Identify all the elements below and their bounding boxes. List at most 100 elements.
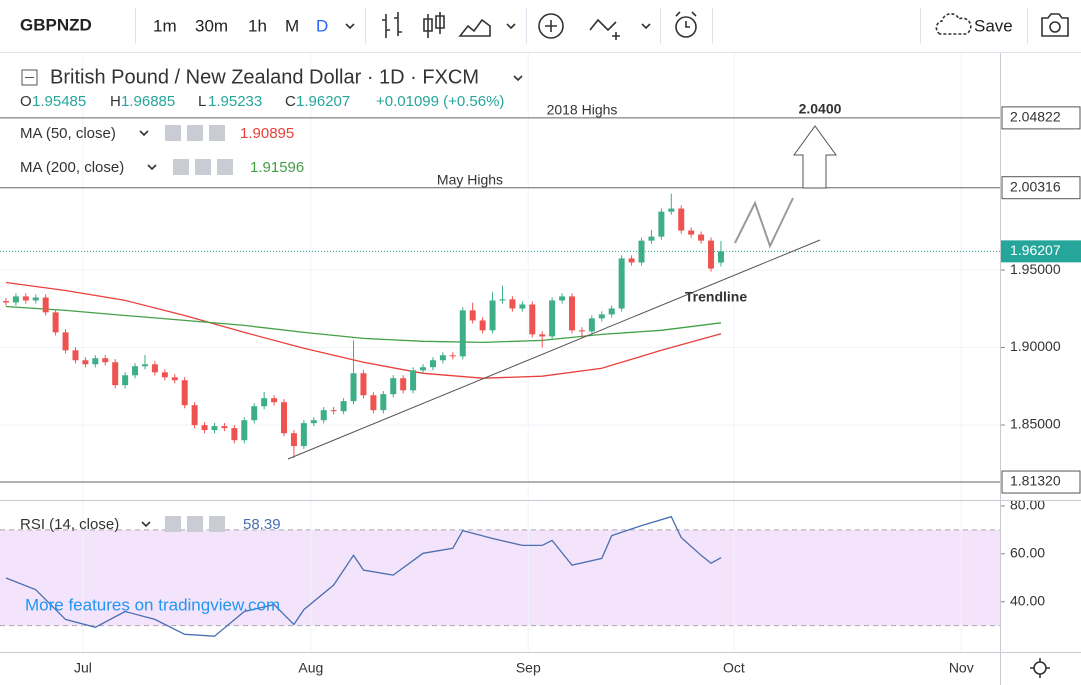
ohlc-letter: O xyxy=(20,93,32,110)
candle-body xyxy=(112,362,119,386)
remove-button[interactable] xyxy=(209,516,225,532)
candle-body xyxy=(350,373,357,402)
interval-button[interactable]: M xyxy=(285,16,299,35)
candle-body xyxy=(708,240,715,269)
collapse-button[interactable] xyxy=(21,69,38,86)
candle-body xyxy=(420,367,427,371)
settings-button[interactable] xyxy=(195,159,211,175)
candle-body xyxy=(439,355,446,361)
candle-body xyxy=(410,370,417,391)
dropdown-icon[interactable] xyxy=(506,23,516,30)
projection-zigzag xyxy=(734,197,794,249)
candle-body xyxy=(489,300,496,331)
candle-body xyxy=(102,358,109,363)
candle-body xyxy=(678,208,685,231)
interval-button[interactable]: 30m xyxy=(195,16,228,35)
candle-body xyxy=(479,320,486,331)
settings-gear[interactable] xyxy=(1033,661,1047,675)
candle-body xyxy=(400,378,407,391)
interval-button[interactable]: D xyxy=(316,16,328,35)
x-tick-label: Sep xyxy=(516,660,541,676)
candle-body xyxy=(151,364,158,373)
candle-body xyxy=(578,330,585,332)
remove-button[interactable] xyxy=(209,125,225,141)
candle-body xyxy=(668,208,675,212)
ohlc-legend: O 1.95485 H 1.96885 L 1.95233 C 1.96207 … xyxy=(20,93,504,110)
indicators-icon[interactable] xyxy=(589,18,620,40)
candle-body xyxy=(628,258,635,263)
candle-body xyxy=(310,420,317,424)
level-label: 2.00316 xyxy=(1010,178,1061,194)
series-line xyxy=(5,281,722,379)
settings-button[interactable] xyxy=(187,125,203,141)
candle-body xyxy=(529,304,536,335)
interval-button[interactable]: 1m xyxy=(153,16,177,35)
dropdown-icon[interactable] xyxy=(147,164,157,171)
candle-body xyxy=(429,360,436,368)
candle-body xyxy=(688,230,695,235)
y-tick-label: 1.85000 xyxy=(1010,416,1061,432)
candle-body xyxy=(618,258,625,309)
plot: Jul Aug Sep Oct Nov 1.95000 1.90000 1.85000 80.0… xyxy=(0,53,1081,676)
annotation: 2018 Highs xyxy=(547,102,618,118)
series-line xyxy=(5,515,722,637)
indicator-name: RSI (14, close) xyxy=(20,516,119,533)
candle-body xyxy=(141,364,148,367)
candle-body xyxy=(509,299,516,309)
candle-body xyxy=(588,318,595,332)
candle-body xyxy=(72,350,79,361)
ohlc-letter: L xyxy=(198,93,206,110)
eye-button[interactable] xyxy=(165,125,181,141)
series-line xyxy=(5,305,722,344)
up-arrow xyxy=(793,125,837,189)
indicator-value: 58.39 xyxy=(243,516,281,533)
eye-button[interactable] xyxy=(173,159,189,175)
dropdown-icon[interactable] xyxy=(641,23,651,30)
candle-body xyxy=(12,296,19,303)
bars-icon[interactable] xyxy=(382,12,402,38)
candle-body xyxy=(360,373,367,396)
y-tick-label: 1.90000 xyxy=(1010,338,1061,354)
interval-button[interactable]: 1h xyxy=(248,16,267,35)
candle-body xyxy=(320,410,327,421)
last-price-label: 1.96207 xyxy=(1010,242,1061,258)
snapshot-icon[interactable] xyxy=(1041,13,1069,37)
candle-body xyxy=(499,299,506,301)
candle-body xyxy=(132,366,139,376)
alert-icon[interactable] xyxy=(675,16,697,38)
candle-body xyxy=(82,360,89,365)
candles-icon[interactable] xyxy=(423,12,445,38)
candle-body xyxy=(122,375,129,386)
candle-body xyxy=(171,377,178,381)
area-icon[interactable] xyxy=(458,18,491,37)
candle-body xyxy=(380,394,387,411)
symbol[interactable]: GBPNZD xyxy=(20,15,92,34)
dropdown-icon[interactable] xyxy=(139,130,149,137)
candle-body xyxy=(549,300,556,337)
candle-body xyxy=(191,405,198,426)
candle-body xyxy=(261,398,268,407)
candle-body xyxy=(161,372,168,378)
candle-body xyxy=(300,423,307,447)
y-tick-label: 1.95000 xyxy=(1010,261,1061,277)
candle-body xyxy=(658,211,665,237)
ohlc-value: 1.95485 xyxy=(32,93,86,110)
save-button[interactable]: Save xyxy=(974,16,1013,35)
compare-icon[interactable] xyxy=(538,13,564,39)
settings-button[interactable] xyxy=(187,516,203,532)
eye-button[interactable] xyxy=(165,516,181,532)
save-icon[interactable] xyxy=(935,13,972,35)
dropdown-icon[interactable] xyxy=(141,521,151,528)
dropdown-icon[interactable] xyxy=(513,75,523,82)
candle-body xyxy=(559,296,566,301)
ohlc-letter: H xyxy=(110,93,121,110)
alert-hands xyxy=(675,11,697,28)
gear-teeth xyxy=(1030,658,1050,678)
y-tick-label: 80.00 xyxy=(1010,497,1045,513)
dropdown-icon[interactable] xyxy=(345,23,355,30)
remove-button[interactable] xyxy=(217,159,233,175)
watermark[interactable]: More features on tradingview.com xyxy=(25,595,280,614)
indicator-name: MA (50, close) xyxy=(20,125,116,142)
candle-body xyxy=(241,420,248,441)
